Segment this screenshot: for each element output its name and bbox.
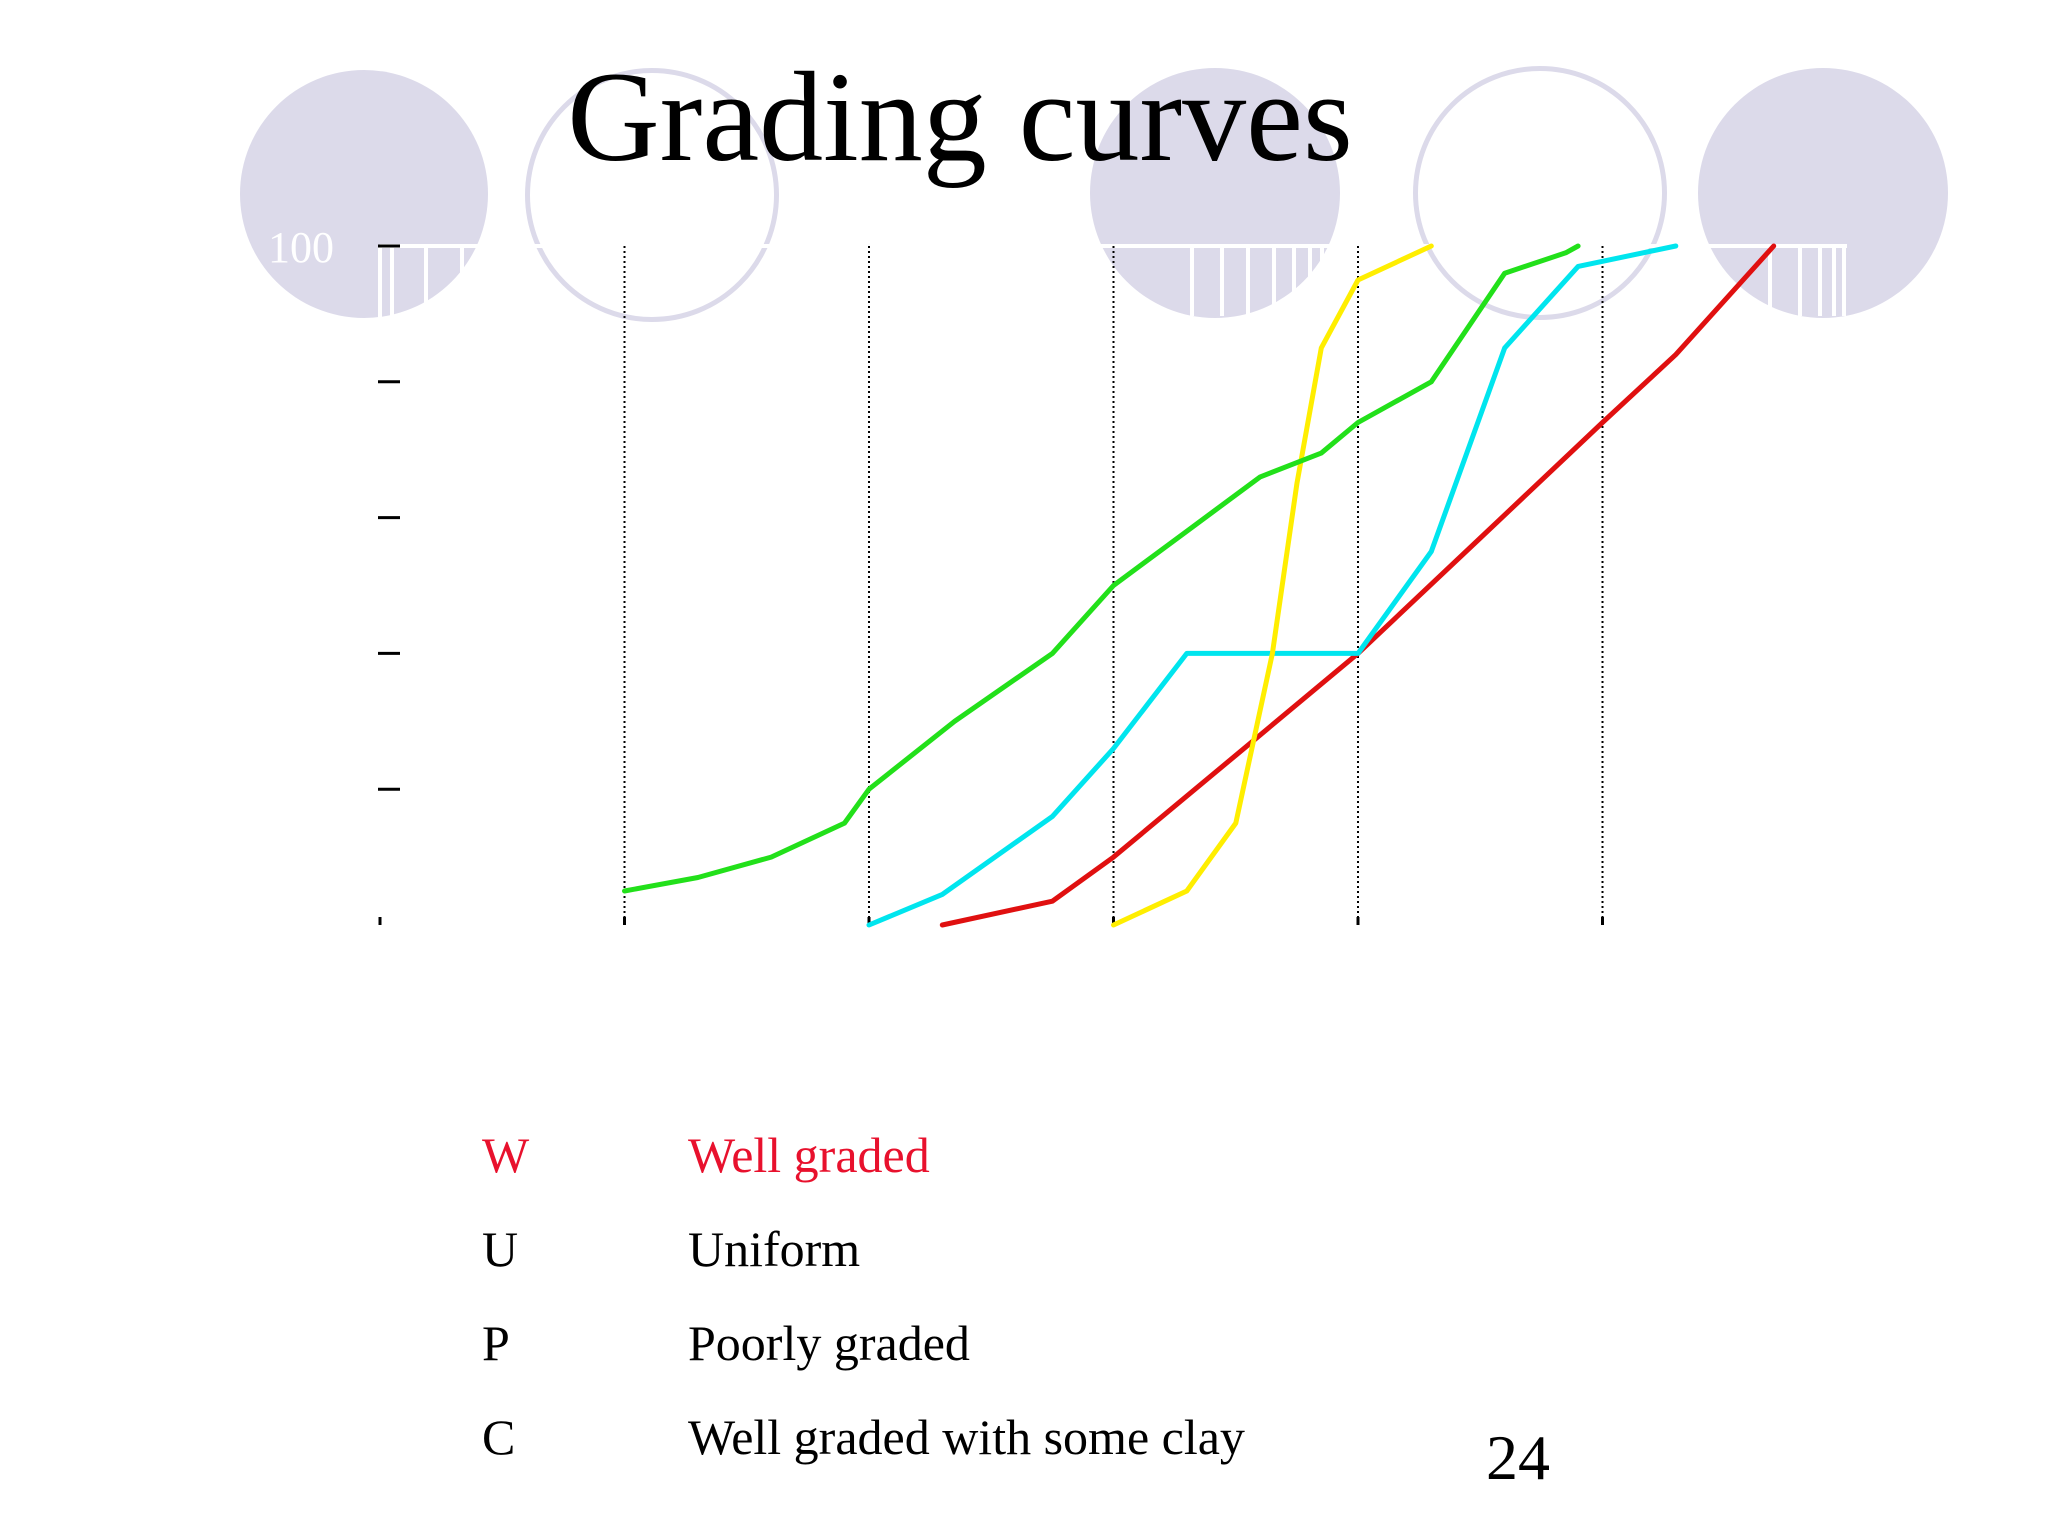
legend-description: Well graded with some clay (688, 1409, 1245, 1465)
chart-frame (378, 244, 1847, 925)
legend-code: P (482, 1315, 510, 1371)
grading-chart: 100 (268, 223, 1847, 928)
series-line-2 (866, 243, 1679, 928)
decor-circle-1 (240, 70, 488, 318)
legend-code: C (482, 1409, 516, 1465)
decor-circle-3 (1090, 68, 1340, 318)
series-line-4 (622, 243, 1581, 894)
slide-title: Grading curves (567, 46, 1353, 188)
decor-circle-5 (1698, 68, 1948, 318)
decor-ring-2 (525, 68, 779, 322)
decor-stripes-2 (1180, 246, 1340, 316)
y-tick-label-100: 100 (268, 223, 334, 272)
decor-stripes-3 (1720, 246, 1850, 316)
legend-description: Uniform (688, 1221, 861, 1277)
decor-stripes-1 (380, 246, 490, 316)
legend-description: Well graded (688, 1127, 930, 1183)
legend-code: U (482, 1221, 519, 1277)
decor-ring-4 (1413, 66, 1667, 320)
page-number: 24 (1486, 1422, 1550, 1493)
legend-code: W (482, 1127, 530, 1183)
legend-description: Poorly graded (688, 1315, 970, 1371)
chart-series-group (622, 243, 1777, 928)
series-line-3 (1111, 243, 1434, 928)
